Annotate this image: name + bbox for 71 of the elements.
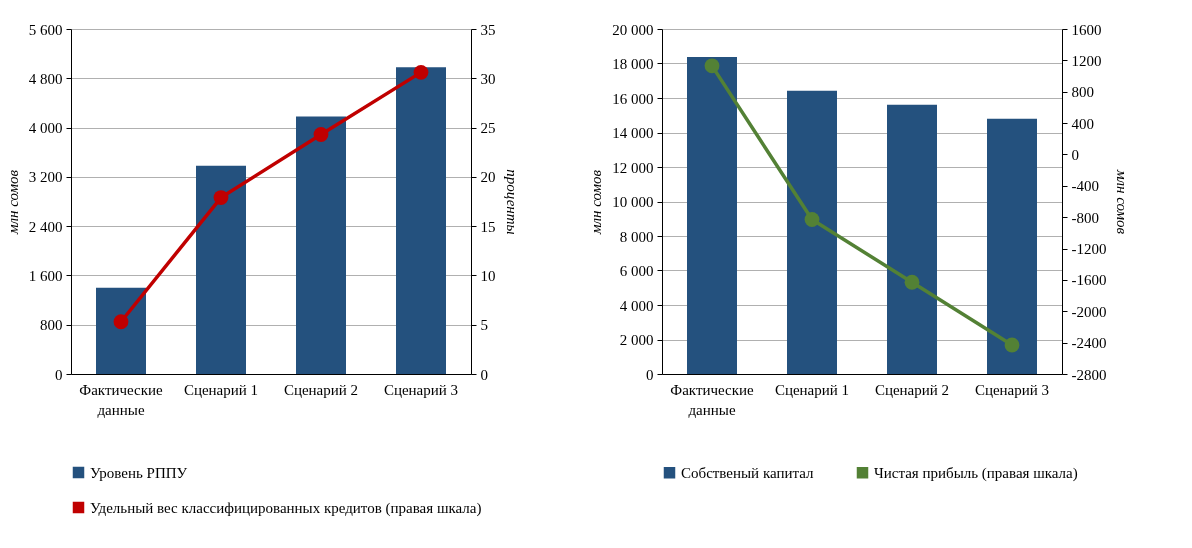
- x-tick-label: Сценарий 1: [183, 381, 259, 398]
- y2-tick-label: 35: [480, 21, 496, 38]
- y2-tick-label: 400: [1071, 115, 1094, 132]
- x-tick-label: Сценарий 3: [974, 381, 1050, 398]
- y-tick-label: 18 000: [612, 56, 654, 72]
- y-axis-title: млн сомов: [4, 169, 21, 236]
- legend-label: Собственый капитал: [681, 464, 814, 481]
- y2-tick-label: 0: [480, 366, 488, 383]
- bar: [96, 287, 146, 374]
- y2-tick-label: 1200: [1071, 52, 1102, 69]
- y-tick-label: 20 000: [612, 21, 654, 38]
- y-tick-label: 14 000: [612, 125, 654, 141]
- y2-tick-label: -400: [1071, 178, 1099, 195]
- y2-tick-label: 10: [480, 267, 496, 284]
- y-tick-label: 16 000: [612, 90, 654, 107]
- y-tick-label: 5 600: [28, 21, 63, 38]
- y-tick-label: 1 600: [28, 267, 63, 284]
- bar: [296, 116, 346, 374]
- y2-tick-label: -2400: [1071, 335, 1107, 352]
- y2-tick-label: 0: [1071, 146, 1079, 163]
- y2-tick-label: -2000: [1071, 303, 1107, 320]
- y-tick-label: 3 200: [28, 169, 63, 186]
- y2-tick-label: 25: [480, 120, 496, 137]
- y2-tick-label: 800: [1071, 84, 1094, 101]
- y-tick-label: 0: [646, 366, 654, 383]
- y-tick-label: 4 000: [28, 120, 63, 137]
- y2-tick-label: -2800: [1071, 366, 1107, 383]
- point: [213, 190, 229, 205]
- point: [704, 58, 720, 74]
- bar: [887, 104, 937, 374]
- y-tick-label: 6 000: [619, 263, 654, 279]
- y-tick-label: 8 000: [619, 228, 654, 245]
- bar: [196, 165, 246, 374]
- y2-tick-label: 15: [480, 218, 496, 235]
- y-tick-label: 800: [40, 317, 63, 334]
- y2-tick-label: 1600: [1071, 21, 1102, 38]
- y2-tick-label: -1200: [1071, 241, 1107, 258]
- y2-axis-title: проценты: [503, 169, 520, 235]
- x-tick-label: Сценарий 3: [383, 381, 459, 398]
- legend-label: Удельный вес классифицированных кредитов (правая шкала): [90, 499, 482, 517]
- y-axis-title: млн сомов: [588, 169, 605, 236]
- x-tick-label: Сценарий 1: [774, 381, 850, 398]
- y2-tick-label: 5: [480, 317, 488, 334]
- y-tick-label: 2 000: [619, 332, 654, 348]
- x-tick-label: Сценарий 2: [283, 381, 359, 398]
- y-tick-label: 0: [55, 366, 63, 383]
- point: [1004, 337, 1020, 353]
- point: [804, 212, 820, 227]
- bar: [396, 67, 446, 374]
- y2-axis-title: млн сомов: [1114, 168, 1131, 235]
- x-tick-label: Фактические данные: [670, 381, 755, 418]
- y-tick-label: 10 000: [612, 194, 654, 210]
- x-tick-label: Фактические данные: [79, 381, 164, 418]
- bar: [687, 56, 737, 374]
- bar: [987, 118, 1037, 374]
- y2-tick-label: -1600: [1071, 272, 1107, 289]
- point: [413, 64, 429, 80]
- y-tick-label: 2 400: [28, 218, 63, 235]
- point: [904, 274, 920, 290]
- y-tick-label: 4 800: [28, 70, 63, 87]
- bar: [787, 90, 837, 374]
- x-tick-label: Сценарий 2: [874, 381, 950, 398]
- point: [313, 127, 329, 142]
- y2-tick-label: 20: [480, 169, 496, 186]
- legend-label: Уровень РППУ: [90, 464, 188, 481]
- y2-tick-label: 30: [480, 70, 496, 87]
- legend-label: Чистая прибыль (правая шкала): [874, 464, 1078, 482]
- point: [113, 314, 129, 330]
- y2-tick-label: -800: [1071, 209, 1099, 226]
- y-tick-label: 4 000: [619, 297, 654, 314]
- y-tick-label: 12 000: [612, 159, 654, 176]
